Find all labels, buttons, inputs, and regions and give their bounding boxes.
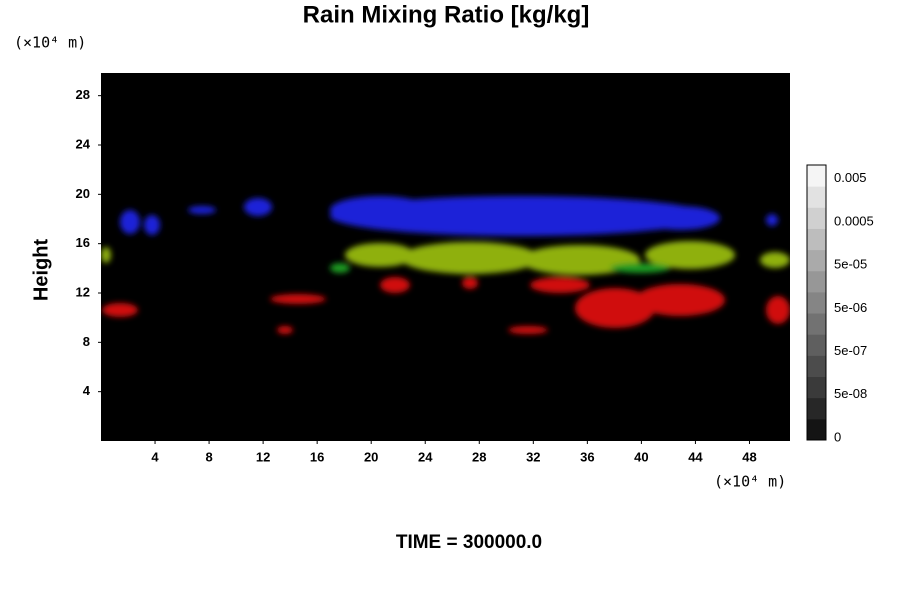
x-tick-label: 20 [364, 449, 378, 464]
colorbar-level [807, 270, 826, 293]
colorbar-level [807, 355, 826, 378]
footer-time: TIME = 300000.0 [396, 532, 542, 553]
colorbar-level [807, 165, 826, 187]
x-tick-label: 44 [688, 449, 703, 464]
colorbar-level [807, 418, 826, 441]
x-unit: (×10⁴ m) [714, 473, 786, 491]
colorbar-level [807, 186, 826, 208]
y-tick-label: 20 [76, 186, 90, 201]
colorbar-label: 5e-08 [834, 386, 867, 401]
y-tick-label: 24 [76, 136, 91, 151]
y-tick-label: 16 [76, 235, 90, 250]
colorbar-level [807, 376, 826, 399]
colorbar-label: 5e-05 [834, 257, 867, 272]
x-tick-label: 28 [472, 449, 486, 464]
y-tick-label: 8 [83, 334, 90, 349]
x-tick-label: 16 [310, 449, 324, 464]
colorbar-level [807, 228, 826, 251]
colorbar-level [807, 397, 826, 420]
y-axis-label: Height [30, 239, 52, 302]
colorbar: 0 5e-08 5e-07 5e-06 5e-05 0.0005 0.005 [806, 164, 874, 444]
y-unit: (×10⁴ m) [14, 34, 86, 52]
y-tick-label: 4 [83, 383, 91, 398]
chart-title: Rain Mixing Ratio [kg/kg] [303, 1, 590, 28]
x-tick-label: 32 [526, 449, 540, 464]
x-tick-label: 40 [634, 449, 648, 464]
colorbar-label: 0 [834, 429, 841, 444]
field-image [101, 196, 790, 334]
colorbar-label: 0.0005 [834, 213, 874, 228]
colorbar-frame [806, 164, 827, 441]
x-tick-label: 48 [742, 449, 756, 464]
colorbar-label: 0.005 [834, 170, 867, 185]
x-tick-label: 12 [256, 449, 270, 464]
y-tick-label: 12 [76, 284, 90, 299]
colorbar-level [807, 313, 826, 335]
colorbar-level [807, 249, 826, 272]
x-tick-label: 36 [580, 449, 594, 464]
colorbar-level [807, 207, 826, 229]
x-tick-label: 24 [418, 449, 433, 464]
colorbar-label: 5e-07 [834, 343, 867, 358]
colorbar-level [807, 291, 826, 314]
y-tick-label: 28 [76, 87, 90, 102]
x-tick-label: 8 [205, 449, 212, 464]
colorbar-level [807, 334, 826, 356]
x-tick-label: 4 [151, 449, 159, 464]
colorbar-label: 5e-06 [834, 300, 867, 315]
